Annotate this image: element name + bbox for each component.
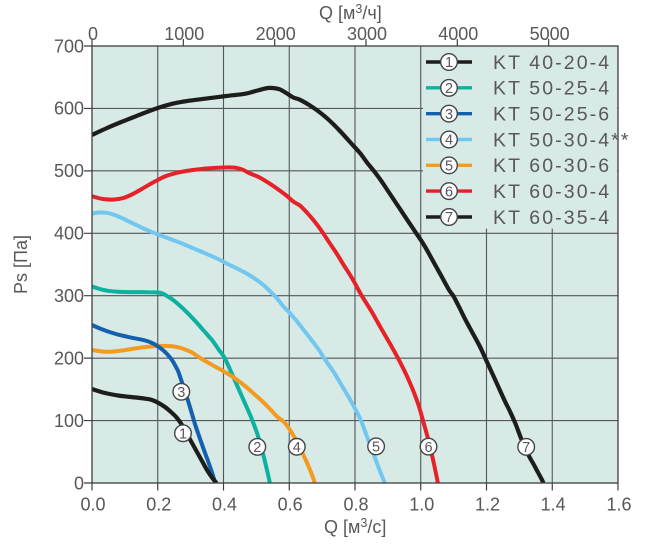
svg-text:2: 2 xyxy=(445,81,453,97)
svg-text:0.8: 0.8 xyxy=(343,495,368,515)
svg-text:0: 0 xyxy=(88,24,98,44)
svg-text:300: 300 xyxy=(54,286,84,306)
svg-text:3000: 3000 xyxy=(347,24,387,44)
svg-text:5: 5 xyxy=(445,159,453,175)
svg-text:3: 3 xyxy=(445,107,453,123)
svg-text:7: 7 xyxy=(522,440,530,456)
svg-text:1.4: 1.4 xyxy=(541,495,566,515)
svg-text:1.2: 1.2 xyxy=(475,495,500,515)
svg-text:Q [м3/с]: Q [м3/с] xyxy=(324,516,386,537)
svg-text:600: 600 xyxy=(54,99,84,119)
svg-text:400: 400 xyxy=(54,224,84,244)
svg-text:5: 5 xyxy=(372,440,380,456)
svg-text:500: 500 xyxy=(54,161,84,181)
svg-text:4: 4 xyxy=(293,440,301,456)
svg-text:0.2: 0.2 xyxy=(146,495,171,515)
svg-text:1: 1 xyxy=(179,426,187,442)
svg-text:100: 100 xyxy=(54,411,84,431)
svg-text:1: 1 xyxy=(445,55,453,71)
svg-text:200: 200 xyxy=(54,348,84,368)
svg-text:KT 50-25-4: KT 50-25-4 xyxy=(493,78,611,100)
svg-text:1.0: 1.0 xyxy=(409,495,434,515)
svg-text:KT 60-30-6: KT 60-30-6 xyxy=(493,155,611,177)
svg-text:0.6: 0.6 xyxy=(278,495,303,515)
svg-text:KT 50-25-6: KT 50-25-6 xyxy=(493,104,611,126)
svg-text:KT 60-30-4: KT 60-30-4 xyxy=(493,181,611,203)
svg-text:5000: 5000 xyxy=(530,24,570,44)
svg-text:0.0: 0.0 xyxy=(80,495,105,515)
svg-text:0.4: 0.4 xyxy=(212,495,237,515)
svg-text:Ps [Па]: Ps [Па] xyxy=(11,235,31,294)
svg-text:7: 7 xyxy=(445,210,453,226)
svg-text:3: 3 xyxy=(177,385,185,401)
svg-text:6: 6 xyxy=(445,184,453,200)
svg-text:KT 60-35-4: KT 60-35-4 xyxy=(493,207,611,229)
svg-text:2000: 2000 xyxy=(256,24,296,44)
svg-text:4000: 4000 xyxy=(438,24,478,44)
svg-text:700: 700 xyxy=(54,36,84,56)
svg-text:6: 6 xyxy=(424,440,432,456)
svg-text:1000: 1000 xyxy=(164,24,204,44)
svg-text:KT 40-20-4: KT 40-20-4 xyxy=(493,52,611,74)
svg-text:KT 50-30-4**: KT 50-30-4** xyxy=(493,129,631,151)
svg-text:0: 0 xyxy=(74,473,84,493)
svg-text:2: 2 xyxy=(253,440,261,456)
svg-text:4: 4 xyxy=(445,133,453,149)
svg-text:Q [м3/ч]: Q [м3/ч] xyxy=(319,2,382,23)
svg-text:1.6: 1.6 xyxy=(606,495,631,515)
